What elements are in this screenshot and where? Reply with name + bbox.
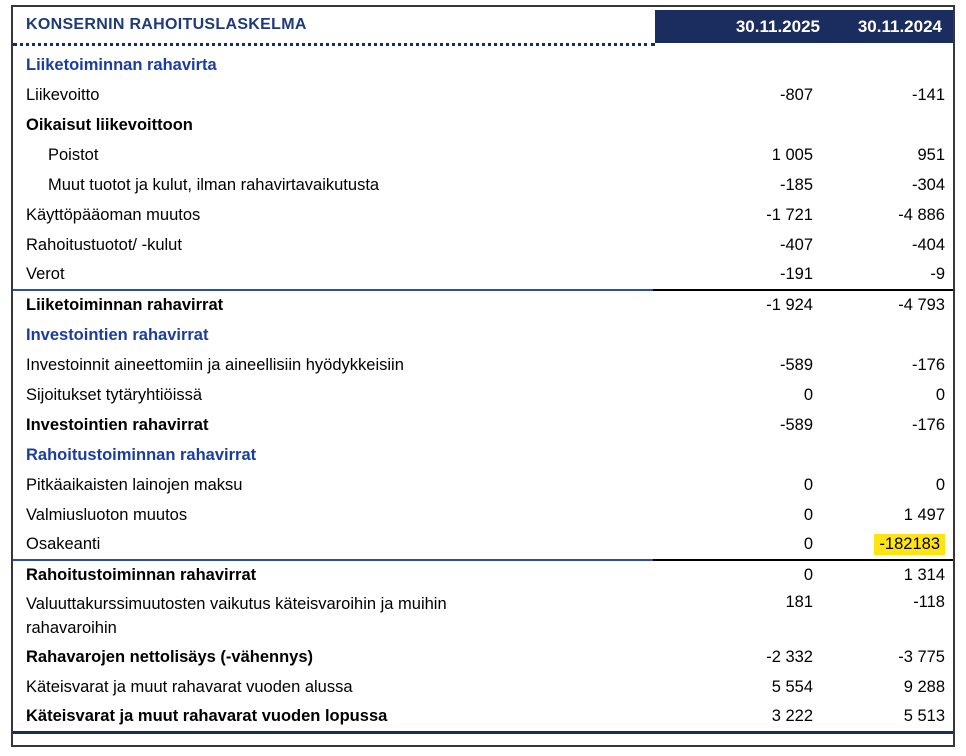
table-row-section-operating: Liiketoiminnan rahavirta [13, 50, 953, 80]
row-label: Rahoitustuotot/ -kulut [26, 235, 182, 254]
row-label: Investoinnit aineettomiin ja aineellisii… [26, 355, 404, 374]
value-2024: 1 314 [813, 559, 953, 590]
row-label: Osakeanti [26, 535, 101, 553]
value-2024: -118 [913, 593, 945, 611]
table-row: Poistot 1 005 951 [13, 140, 953, 170]
value-2024: -404 [911, 235, 945, 254]
table-row-total-operating: Liiketoiminnan rahavirrat -1 924 -4 793 [13, 289, 953, 320]
row-label: Liikevoitto [26, 85, 100, 104]
value-2025 [653, 440, 813, 470]
table-row: Valmiusluoton muutos 0 1 497 [13, 500, 953, 530]
value-2025: -407 [779, 235, 813, 254]
value-2024 [813, 320, 953, 350]
value-2024: -176 [911, 355, 945, 374]
table-row: Pitkäaikaisten lainojen maksu 0 0 [13, 470, 953, 500]
value-2025: 0 [653, 559, 813, 590]
value-2025: -185 [779, 175, 813, 194]
column-header-2024: 30.11.2024 [857, 16, 942, 36]
value-2024: -182183 [813, 530, 953, 560]
value-2024: -176 [911, 415, 945, 434]
table-row-total-investing: Investointien rahavirrat -589 -176 [13, 410, 953, 440]
value-2024: 1 497 [903, 505, 945, 524]
row-label: Rahoitustoiminnan rahavirrat [13, 559, 653, 590]
value-2025: -191 [779, 265, 813, 283]
table-row-section-investing: Investointien rahavirrat [13, 320, 953, 350]
row-label: Rahoitustoiminnan rahavirrat [26, 445, 257, 464]
value-2025 [653, 110, 813, 140]
table-row-section-financing: Rahoitustoiminnan rahavirrat [13, 440, 953, 470]
value-2025: 0 [803, 505, 813, 524]
value-2025 [653, 320, 813, 350]
row-label: Käyttöpääoman muutos [26, 205, 201, 224]
value-2025: 0 [803, 385, 813, 404]
table-row-fx-effect: Valuuttakurssimuutosten vaikutus käteisv… [13, 590, 953, 642]
row-label: Sijoitukset tytäryhtiöissä [26, 385, 203, 404]
value-2024: -141 [911, 85, 945, 104]
row-label: Investointien rahavirrat [26, 415, 209, 434]
value-2025: -1 721 [766, 205, 813, 224]
value-2025: -589 [779, 415, 813, 434]
row-label: Investointien rahavirrat [26, 325, 209, 344]
value-2025: 0 [803, 535, 813, 553]
table-row-cash-end: Käteisvarat ja muut rahavarat vuoden lop… [13, 702, 953, 734]
value-2025: -807 [779, 85, 813, 104]
value-2024 [813, 110, 953, 140]
value-2024 [813, 440, 953, 470]
row-label: Liiketoiminnan rahavirta [26, 55, 217, 74]
value-2024: 0 [935, 475, 945, 494]
table-row-net-change: Rahavarojen nettolisäys (-vähennys) -2 3… [13, 642, 953, 672]
date-header-band: 30.11.2025 30.11.2024 [655, 10, 953, 43]
table-row: Liikevoitto -807 -141 [13, 80, 953, 110]
table-row-osakeanti: Osakeanti 0 -182183 [13, 530, 953, 560]
value-2024: -3 775 [898, 647, 945, 666]
row-label: Muut tuotot ja kulut, ilman rahavirtavai… [48, 175, 380, 194]
table-row: Muut tuotot ja kulut, ilman rahavirtavai… [13, 170, 953, 200]
row-label: Käteisvarat ja muut rahavarat vuoden lop… [13, 702, 653, 734]
value-2024: -9 [930, 265, 945, 283]
value-2024: -4 886 [898, 205, 945, 224]
row-label: Oikaisut liikevoittoon [26, 115, 193, 134]
table-row: Investoinnit aineettomiin ja aineellisii… [13, 350, 953, 380]
value-2025: 3 222 [653, 702, 813, 734]
cash-flow-statement: KONSERNIN RAHOITUSLASKELMA 30.11.2025 30… [11, 5, 955, 747]
row-label: Käteisvarat ja muut rahavarat vuoden alu… [26, 677, 353, 696]
row-label: Poistot [48, 145, 99, 164]
value-2025: -589 [779, 355, 813, 374]
table-row: Käyttöpääoman muutos -1 721 -4 886 [13, 200, 953, 230]
value-2025: 0 [803, 475, 813, 494]
table-row: Verot -191 -9 [13, 260, 953, 290]
value-2024: 0 [935, 385, 945, 404]
row-label: Verot [26, 265, 65, 283]
value-2024 [813, 50, 953, 80]
row-label: Rahavarojen nettolisäys (-vähennys) [26, 647, 314, 666]
row-label: Valuuttakurssimuutosten vaikutus käteisv… [26, 595, 447, 637]
value-2025: -1 924 [653, 289, 813, 320]
statement-header: KONSERNIN RAHOITUSLASKELMA 30.11.2025 30… [13, 7, 953, 46]
value-2025 [653, 50, 813, 80]
table-row: Rahoitustuotot/ -kulut -407 -404 [13, 230, 953, 260]
value-2024: -4 793 [813, 289, 953, 320]
value-2024: -304 [911, 175, 945, 194]
value-2024: 951 [917, 145, 945, 164]
value-2024: 5 513 [813, 702, 953, 734]
value-2025: 181 [785, 593, 813, 611]
row-label: Liiketoiminnan rahavirrat [13, 289, 653, 320]
highlighted-value: -182183 [874, 534, 945, 555]
statement-title: KONSERNIN RAHOITUSLASKELMA [13, 7, 655, 46]
value-2025: 5 554 [771, 677, 813, 696]
value-2025: -2 332 [766, 647, 813, 666]
table-row-total-financing: Rahoitustoiminnan rahavirrat 0 1 314 [13, 559, 953, 590]
table-row-cash-begin: Käteisvarat ja muut rahavarat vuoden alu… [13, 672, 953, 702]
row-label: Valmiusluoton muutos [26, 505, 188, 524]
table-row-subheading: Oikaisut liikevoittoon [13, 110, 953, 140]
table-row: Sijoitukset tytäryhtiöissä 0 0 [13, 380, 953, 410]
value-2025: 1 005 [771, 145, 813, 164]
value-2024: 9 288 [903, 677, 945, 696]
column-header-2025: 30.11.2025 [735, 16, 820, 36]
row-label: Pitkäaikaisten lainojen maksu [26, 475, 243, 494]
cash-flow-table: Liiketoiminnan rahavirta Liikevoitto -80… [13, 50, 953, 734]
